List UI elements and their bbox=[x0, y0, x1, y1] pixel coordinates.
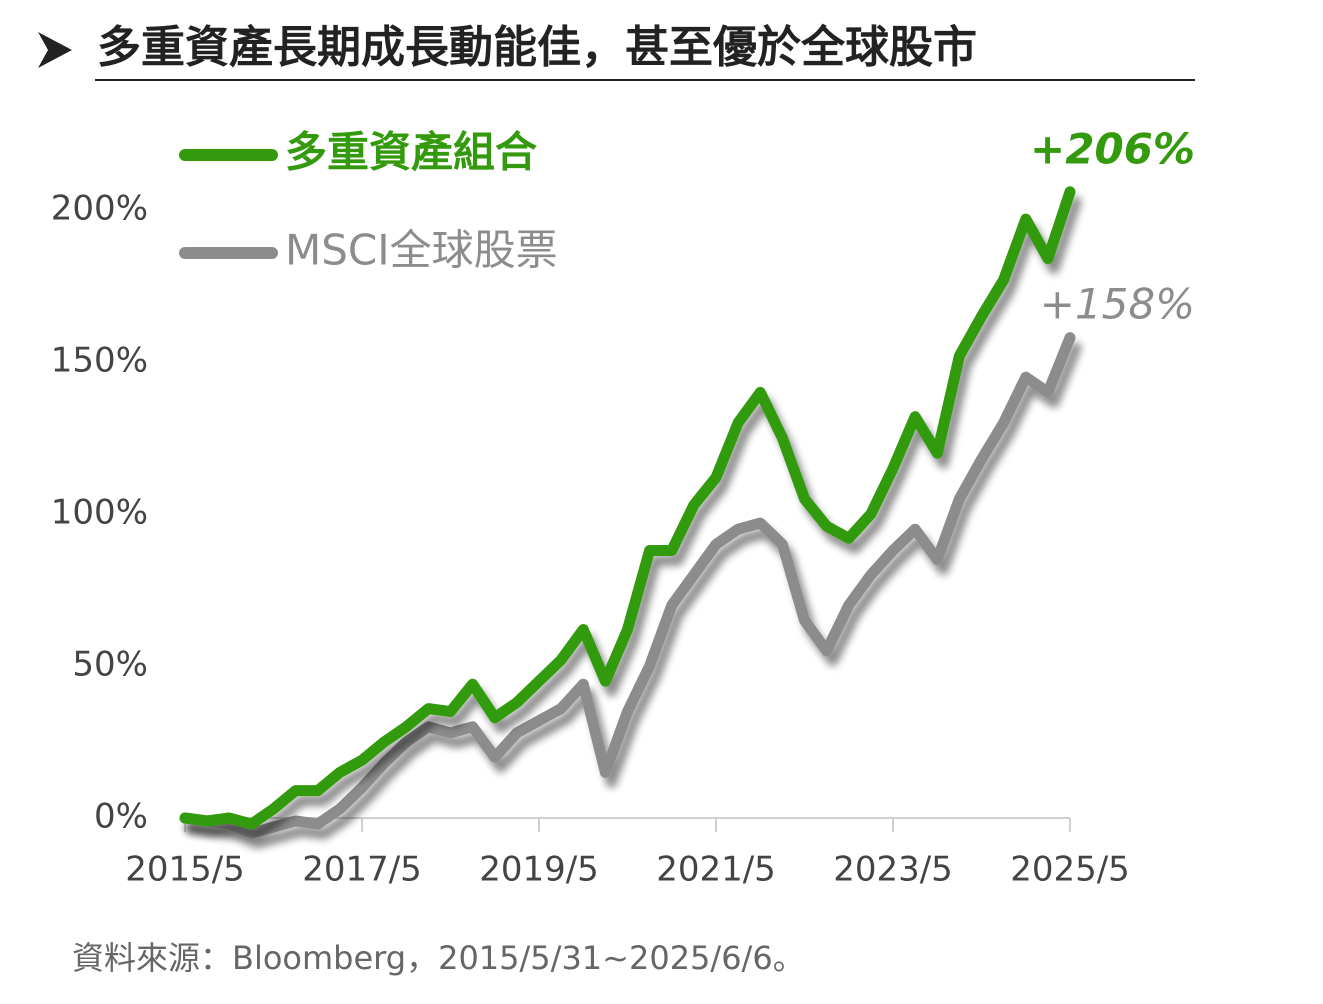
y-tick-label: 50% bbox=[72, 645, 148, 685]
source: 資料來源：Bloomberg，2015/5/31~2025/6/6。 bbox=[72, 939, 805, 977]
y-tick-label: 200% bbox=[51, 189, 148, 229]
y-tick-label: 150% bbox=[51, 341, 148, 381]
series-line bbox=[179, 332, 1076, 839]
series-line bbox=[179, 186, 1076, 830]
legend-label: 多重資產組合 bbox=[285, 128, 537, 177]
x-tick-label: 2021/5 bbox=[656, 850, 776, 890]
end-label: +158% bbox=[1040, 280, 1195, 329]
chart-title: 多重資產長期成長動能佳，甚至優於全球股市 bbox=[97, 22, 977, 73]
y-tick-label: 100% bbox=[51, 493, 148, 533]
x-tick-label: 2025/5 bbox=[1010, 850, 1130, 890]
legend-label: MSCI全球股票 bbox=[285, 226, 558, 275]
x-tick-label: 2015/5 bbox=[125, 850, 245, 890]
x-tick-label: 2017/5 bbox=[302, 850, 422, 890]
bullet bbox=[38, 32, 72, 68]
y-tick-label: 0% bbox=[94, 797, 148, 837]
end-label: +206% bbox=[1030, 125, 1195, 174]
x-tick-label: 2023/5 bbox=[833, 850, 953, 890]
x-tick-label: 2019/5 bbox=[479, 850, 599, 890]
